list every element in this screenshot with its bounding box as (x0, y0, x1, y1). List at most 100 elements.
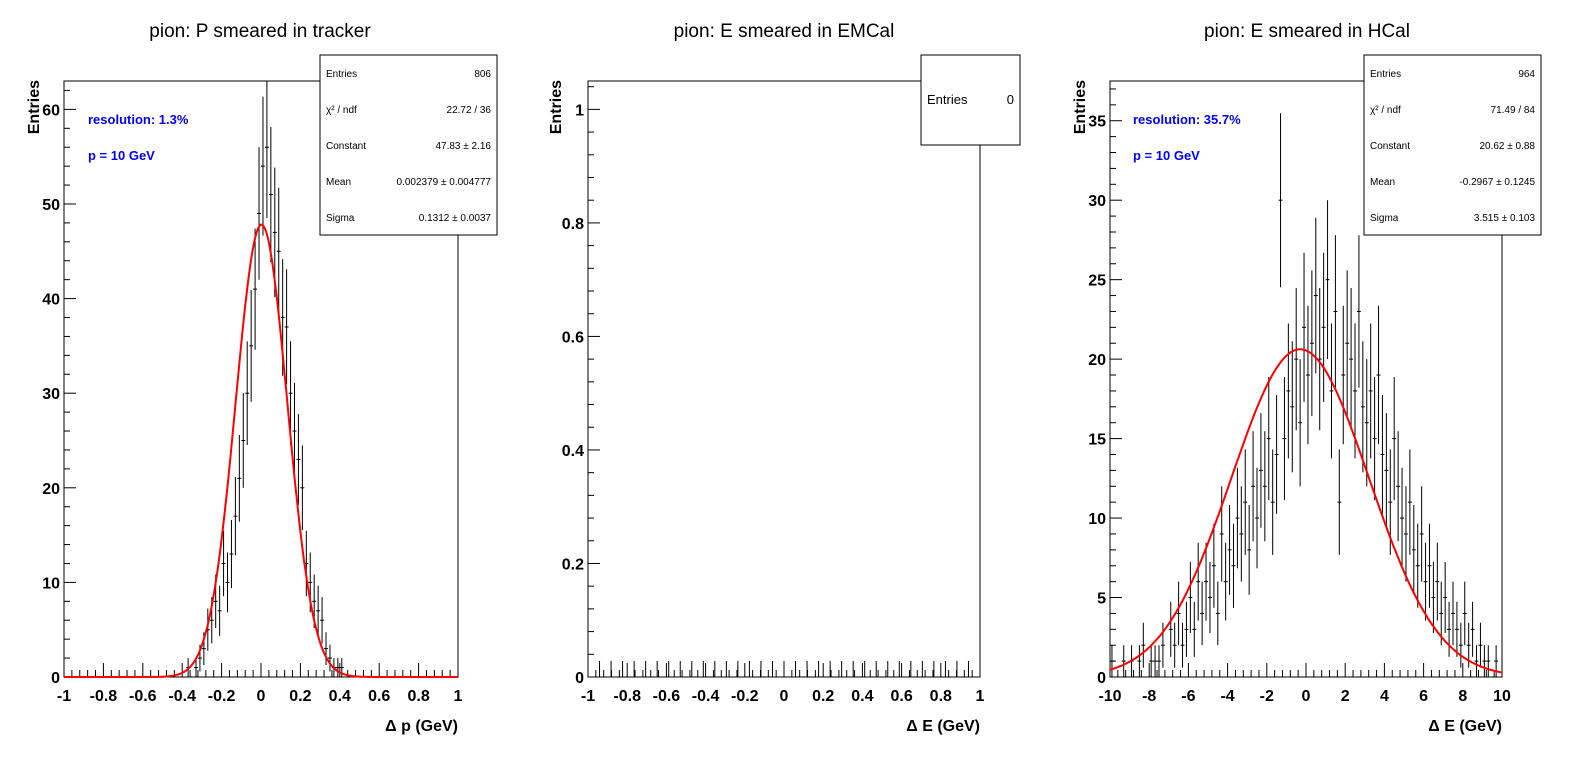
stats-value: 0.002379 ± 0.004777 (397, 177, 492, 188)
x-tick-label: 0.8 (930, 688, 952, 705)
histogram-bin (1431, 561, 1436, 634)
stats-label: Entries (326, 69, 357, 80)
x-tick-label: -0.2 (208, 688, 236, 705)
histogram-bin (1286, 323, 1291, 459)
histogram-bin (1223, 542, 1228, 621)
histogram-bin (1160, 622, 1165, 668)
x-tick-label: -0.6 (653, 688, 681, 705)
histogram-bin (1345, 270, 1350, 417)
histogram-bin (292, 382, 297, 480)
x-axis-label: Δ p (GeV) (385, 718, 458, 735)
y-tick-label: 10 (42, 575, 60, 592)
histogram-bin (1180, 622, 1185, 668)
stats-value: 806 (474, 69, 491, 80)
histogram-bin (320, 597, 325, 644)
x-tick-label: 0 (257, 688, 266, 705)
stats-box-frame (319, 54, 498, 236)
histogram-bin (1168, 601, 1173, 657)
histogram-bin (1149, 645, 1154, 677)
x-tick-label: -1 (581, 688, 595, 705)
x-tick-label: 0.8 (407, 688, 429, 705)
histogram-bin (1419, 486, 1424, 582)
x-tick-label: -8 (1142, 688, 1156, 705)
stats-box-frame (1363, 54, 1542, 236)
stats-box: Entries 806 χ² / ndf 22.72 / 36 Constant 47.8… (319, 54, 498, 236)
y-tick-label: 35 (1088, 114, 1106, 131)
histogram-bin (233, 477, 238, 556)
chart-title: pion: E smeared in HCal (1204, 21, 1410, 42)
x-tick-label: 0.4 (329, 688, 351, 705)
x-tick-label: -0.6 (129, 688, 157, 705)
x-tick-label: 0.2 (289, 688, 311, 705)
y-tick-label: 10 (1088, 511, 1106, 528)
histogram-bin (1384, 413, 1389, 528)
histogram-bin (1482, 645, 1487, 677)
axes-group: -1 -0.8 -0.6 -0.4 -0.2 0 0.2 0.4 0.6 0.8 101020304… (42, 80, 463, 705)
momentum-annotation: p = 10 GeV (1133, 148, 1200, 163)
stats-label: Sigma (326, 213, 355, 224)
histogram-bin (1270, 449, 1275, 555)
histogram-bin (1188, 561, 1193, 634)
histogram-bin (268, 126, 273, 263)
axes-group: -1 -0.8 -0.6 -0.4 -0.2 0 0.2 0.4 0.6 0.8 1 0 0.2 0.4 0… (562, 80, 985, 705)
histogram-bin (316, 585, 321, 636)
x-tick-label: 4 (1380, 688, 1389, 705)
histogram-bin (284, 269, 289, 385)
x-tick-label: 8 (1458, 688, 1467, 705)
histogram-bin (1404, 486, 1408, 582)
stats-label: Constant (326, 141, 366, 152)
stats-value: -0.2967 ± 0.1245 (1459, 177, 1535, 188)
histogram-bin (1176, 581, 1181, 646)
histogram-bin (1415, 523, 1420, 608)
y-tick-label: 0 (575, 670, 584, 687)
x-tick-label: -0.8 (613, 688, 641, 705)
histogram-bin (1208, 561, 1212, 634)
histogram-bin (1439, 581, 1444, 646)
histogram-bin (257, 147, 261, 280)
histogram-bin (1258, 413, 1263, 528)
y-tick-label: 30 (42, 386, 60, 403)
histogram-bin (1227, 504, 1232, 595)
histogram-bin (1235, 467, 1240, 569)
x-tick-label: -0.4 (168, 688, 196, 705)
histogram-series (64, 81, 458, 678)
histogram-bin (245, 341, 250, 446)
histogram-bin (1372, 377, 1377, 501)
resolution-annotation: resolution: 35.7% (1133, 112, 1241, 127)
panel-hcal: pion: E smeared in HCal Entries Δ E (GeV… (1072, 21, 1542, 735)
x-tick-label: 0 (1302, 688, 1311, 705)
panel-emcal: pion: E smeared in EMCal Entries Δ E (Ge… (548, 21, 1021, 735)
histogram-bin (1411, 504, 1416, 595)
y-tick-label: 50 (42, 197, 60, 214)
x-tick-label: 0 (780, 688, 789, 705)
histogram-bin (1262, 431, 1267, 542)
histogram-bin (229, 519, 234, 589)
histogram-series (587, 661, 981, 677)
x-tick-label: 1 (976, 688, 985, 705)
x-tick-label: 0.6 (890, 688, 912, 705)
histogram-bin (1302, 252, 1306, 402)
stats-label: Constant (1370, 141, 1410, 152)
histogram-bin (1172, 622, 1177, 668)
histogram-bin (1321, 252, 1326, 402)
stats-label: Entries (1370, 69, 1401, 80)
histogram-bin (1290, 341, 1295, 473)
x-tick-label: 0.6 (368, 688, 390, 705)
x-tick-label: 10 (1493, 688, 1511, 705)
histogram-bin (324, 632, 328, 666)
histogram-bin (1110, 645, 1114, 677)
histogram-bin (1251, 431, 1256, 542)
histogram-bin (1423, 542, 1428, 621)
stats-box: Entries 0 (920, 54, 1021, 146)
y-tick-label: 1 (575, 102, 584, 119)
histogram-bin (1474, 645, 1479, 677)
histogram-bin (1247, 504, 1252, 595)
y-tick-label: 5 (1097, 591, 1106, 608)
stats-box-frame (920, 54, 1021, 146)
histogram-bin (1458, 622, 1463, 668)
histogram-bin (1462, 581, 1467, 646)
histogram-bin (237, 434, 242, 522)
histogram-bin (1215, 581, 1220, 646)
x-tick-label: 2 (1341, 688, 1350, 705)
